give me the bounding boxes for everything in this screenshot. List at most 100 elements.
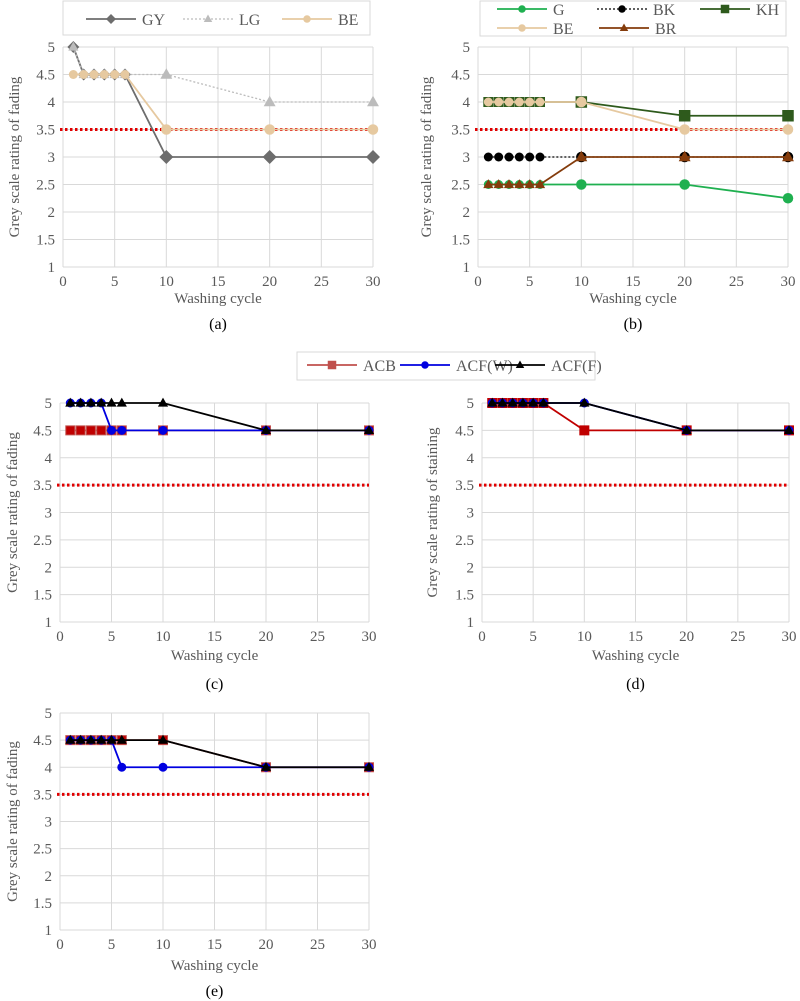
- data-point: [507, 397, 518, 407]
- y-tick-label: 1.5: [455, 588, 474, 604]
- x-tick-label: 0: [56, 629, 64, 645]
- data-point: [576, 96, 587, 108]
- data-point: [534, 179, 546, 189]
- y-tick-label: 3.5: [33, 787, 52, 803]
- x-tick-label: 0: [478, 629, 486, 645]
- x-tick-label: 25: [310, 937, 325, 953]
- data-point: [120, 70, 130, 79]
- x-tick-label: 20: [262, 274, 277, 290]
- x-tick-label: 15: [211, 274, 226, 290]
- legend-marker: [618, 5, 626, 13]
- data-point: [525, 97, 535, 107]
- legend-marker: [327, 360, 337, 370]
- series-br: [483, 150, 794, 189]
- y-tick-label: 4: [467, 451, 475, 467]
- y-tick-label: 4: [45, 451, 53, 467]
- chart-panel-a: 1 1.5 2 2.5 3 3.5 4 4.5 5 0 5 10 15 20 25 30 Washing cyc…: [7, 40, 381, 333]
- x-tick-label: 15: [207, 937, 222, 953]
- data-point: [493, 179, 504, 189]
- x-tick-label: 20: [259, 937, 274, 953]
- data-point: [367, 95, 379, 107]
- data-point: [528, 397, 539, 407]
- data-point: [264, 124, 275, 135]
- data-point: [161, 124, 172, 135]
- data-point: [96, 734, 107, 744]
- y-tick-label: 1: [467, 615, 475, 631]
- legend-entry: ACF(F): [495, 358, 602, 375]
- data-point: [487, 397, 498, 407]
- data-point: [65, 734, 76, 744]
- data-point: [158, 762, 168, 772]
- y-tick-label: 4: [45, 760, 53, 776]
- data-point: [783, 424, 795, 434]
- series-be: [483, 96, 794, 135]
- data-point: [504, 97, 514, 107]
- data-point: [75, 397, 86, 407]
- x-tick-label: 25: [310, 629, 325, 645]
- data-point: [75, 734, 86, 744]
- y-tick-label: 2: [467, 560, 475, 576]
- data-point: [68, 70, 78, 79]
- legend-marker: [303, 15, 311, 23]
- data-point: [85, 734, 96, 744]
- data-point: [504, 152, 514, 162]
- data-point: [494, 152, 504, 162]
- data-point: [575, 150, 588, 162]
- legend-label: ACF(F): [551, 358, 602, 375]
- legend-a: GY LG BE: [62, 0, 371, 36]
- legend-marker: [619, 23, 629, 31]
- x-tick-label: 20: [259, 629, 274, 645]
- x-tick-label: 25: [729, 274, 744, 290]
- legend-marker: [515, 360, 525, 368]
- y-tick-label: 2.5: [451, 178, 470, 194]
- legend-label: BE: [338, 12, 358, 29]
- y-tick-label: 3.5: [451, 123, 470, 139]
- x-tick-label: 15: [628, 629, 643, 645]
- y-axis-title: Grey scale rating of fading: [419, 76, 435, 237]
- data-point: [160, 68, 173, 79]
- data-point: [782, 124, 794, 135]
- x-axis-title: Washing cycle: [589, 291, 677, 307]
- data-point: [514, 97, 524, 107]
- data-point: [65, 425, 76, 436]
- legend-entry: G: [497, 2, 565, 19]
- data-point: [517, 397, 529, 407]
- x-tick-label: 30: [362, 937, 377, 953]
- y-axis-title: Grey scale rating of staining: [425, 427, 441, 597]
- data-point: [678, 150, 691, 162]
- data-point: [85, 397, 96, 407]
- x-tick-label: 10: [577, 629, 592, 645]
- data-point: [366, 150, 380, 164]
- data-point: [524, 179, 535, 189]
- y-tick-label: 4.5: [33, 733, 52, 749]
- y-tick-label: 3: [45, 506, 53, 522]
- data-point: [483, 152, 493, 162]
- chart-panel-c: 1 1.5 2 2.5 3 3.5 4 4.5 5 0 5 10 15 20 25 30 Washing cyc…: [5, 396, 377, 693]
- x-tick-label: 15: [207, 629, 222, 645]
- data-point: [75, 425, 86, 436]
- y-tick-label: 5: [467, 396, 475, 412]
- y-tick-label: 2: [48, 205, 56, 221]
- y-tick-label: 5: [45, 396, 53, 412]
- data-point: [538, 397, 549, 407]
- data-point: [679, 179, 690, 190]
- y-tick-label: 1: [463, 260, 471, 276]
- data-point: [514, 152, 524, 162]
- data-point: [157, 397, 169, 407]
- legend-marker: [720, 4, 730, 14]
- data-point: [483, 179, 494, 189]
- y-tick-label: 2: [463, 205, 471, 221]
- y-tick-label: 3.5: [36, 123, 55, 139]
- x-tick-label: 30: [781, 274, 796, 290]
- data-point: [157, 734, 169, 744]
- y-tick-label: 5: [45, 706, 53, 722]
- y-tick-label: 4.5: [33, 423, 52, 439]
- legend-label: G: [553, 2, 565, 19]
- y-tick-label: 2: [45, 869, 53, 885]
- x-axis-title: Washing cycle: [171, 958, 259, 974]
- data-point: [782, 193, 794, 204]
- panel-caption: (e): [206, 983, 224, 1000]
- x-tick-label: 10: [156, 629, 171, 645]
- data-point: [96, 397, 107, 407]
- y-tick-label: 3.5: [455, 478, 474, 494]
